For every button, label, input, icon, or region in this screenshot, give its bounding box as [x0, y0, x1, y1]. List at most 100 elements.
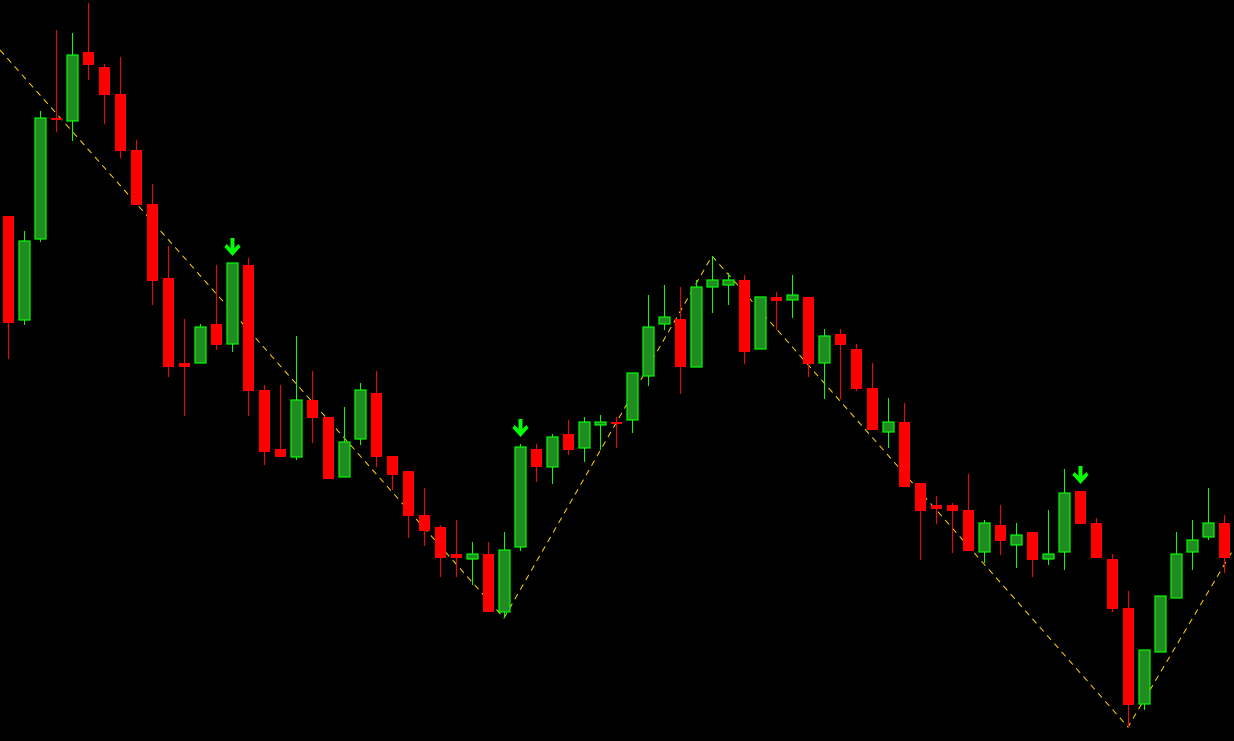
down-arrow-icon — [1072, 466, 1089, 484]
candle-body — [466, 553, 479, 560]
candle-body — [835, 334, 846, 345]
candle-body — [578, 421, 591, 449]
bearish-candle — [915, 483, 926, 560]
bearish-candle — [675, 287, 686, 394]
bearish-candle — [323, 417, 334, 479]
candle-body — [371, 393, 382, 457]
candle-body — [83, 52, 94, 65]
candle-body — [34, 117, 47, 240]
bearish-candle — [403, 471, 414, 538]
candle-body — [563, 434, 574, 450]
bearish-candle — [803, 297, 814, 377]
bearish-candle — [147, 184, 158, 305]
bearish-candle — [115, 57, 126, 158]
bearish-candle — [867, 363, 878, 430]
candle-body — [786, 294, 799, 301]
bearish-candle — [995, 505, 1006, 555]
bearish-candle — [1027, 532, 1038, 577]
candles — [3, 3, 1230, 727]
bullish-candle — [658, 285, 671, 330]
candle-body — [642, 326, 655, 377]
bearish-candle — [435, 525, 446, 577]
candle-body — [594, 421, 607, 426]
candle-body — [323, 417, 334, 479]
candle-body — [451, 554, 462, 558]
candle-body — [675, 319, 686, 367]
bearish-candle — [931, 496, 942, 524]
bearish-candle — [1219, 515, 1230, 573]
candle-body — [1219, 523, 1230, 558]
bullish-candle — [626, 372, 639, 433]
candle-body — [387, 456, 398, 475]
bearish-candle — [771, 292, 782, 330]
bearish-candle — [211, 265, 222, 350]
candle-body — [51, 118, 62, 120]
bearish-candle — [1075, 491, 1086, 524]
candle-body — [131, 150, 142, 205]
candle-body — [179, 363, 190, 367]
candle-body — [1058, 492, 1071, 553]
down-arrow-icon — [512, 419, 529, 437]
candle-body — [1138, 649, 1151, 705]
zigzag-indicator — [0, 49, 1234, 728]
bullish-candle — [338, 407, 351, 478]
bullish-candle — [1138, 649, 1151, 710]
bullish-candle — [690, 280, 703, 368]
candle-body — [867, 388, 878, 430]
bearish-candle — [419, 488, 430, 546]
candle-body — [259, 390, 270, 452]
candle-body — [1154, 595, 1167, 653]
bearish-candle — [387, 456, 398, 490]
candle-body — [658, 316, 671, 325]
bullish-candle — [66, 33, 79, 141]
bullish-candle — [34, 111, 47, 242]
bearish-candle — [259, 385, 270, 465]
candle-body — [947, 505, 958, 511]
bearish-candle — [963, 474, 974, 551]
bearish-candle — [531, 444, 542, 482]
candle-body — [163, 278, 174, 367]
candle-body — [531, 449, 542, 467]
bullish-candle — [226, 262, 239, 352]
bearish-candle — [563, 420, 574, 455]
bullish-candle — [786, 275, 799, 318]
candle-body — [338, 441, 351, 478]
bullish-candle — [818, 329, 831, 399]
candle-body — [243, 265, 254, 391]
bullish-candle — [194, 324, 207, 364]
candle-body — [1042, 553, 1055, 560]
bullish-candle — [514, 444, 527, 551]
bearish-candle — [483, 542, 494, 612]
candle-body — [147, 204, 158, 281]
bearish-candle — [1107, 554, 1118, 612]
bearish-candle — [947, 503, 958, 553]
candle-body — [995, 525, 1006, 541]
bullish-candle — [722, 273, 735, 305]
candle-body — [419, 515, 430, 531]
bearish-candle — [451, 520, 462, 577]
candle-body — [115, 94, 126, 151]
candle-body — [1123, 608, 1134, 705]
bullish-candle — [546, 434, 559, 484]
bearish-candle — [611, 417, 622, 448]
candle-body — [818, 335, 831, 364]
bullish-candle — [882, 398, 895, 448]
bullish-candle — [1042, 510, 1055, 565]
candle-body — [690, 286, 703, 368]
candle-body — [611, 422, 622, 424]
bearish-candle — [163, 246, 174, 377]
bearish-candle — [371, 371, 382, 467]
bearish-candle — [3, 216, 14, 359]
candle-body — [851, 349, 862, 389]
candle-body — [66, 54, 79, 122]
bearish-candle — [899, 403, 910, 487]
bearish-candle — [275, 385, 286, 457]
candle-body — [211, 324, 222, 345]
zigzag-line — [0, 49, 1234, 728]
candle-body — [706, 279, 719, 288]
candle-body — [435, 527, 446, 558]
bullish-candle — [498, 532, 511, 618]
candle-body — [803, 297, 814, 364]
candle-body — [1107, 559, 1118, 609]
